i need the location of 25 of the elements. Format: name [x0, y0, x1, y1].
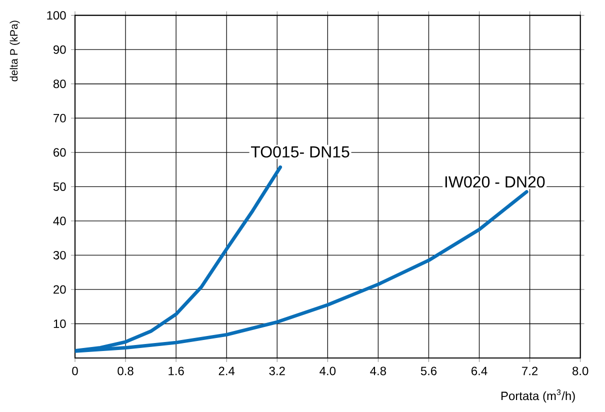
y-axis-title: delta P (kPa)	[10, 20, 20, 82]
x-tick-label: 0	[72, 366, 78, 376]
x-tick-label: 8.0	[572, 366, 588, 376]
y-tick-label: 40	[53, 216, 66, 226]
y-tick-label: 50	[53, 182, 66, 191]
x-tick-label: 5.6	[420, 366, 437, 376]
x-tick-label: 4.0	[320, 366, 336, 376]
y-tick-label: 30	[53, 250, 66, 260]
x-axis-title: Portata (m$^{3}$/h)	[501, 389, 575, 403]
x-tick-label: 0.8	[118, 366, 134, 376]
x-tick-label: 3.2	[269, 366, 285, 376]
x-tick-label: 1.6	[168, 366, 184, 376]
x-tick-label: 2.4	[218, 366, 235, 376]
y-tick-label: 10	[54, 319, 66, 328]
y-tick-label: 20	[54, 285, 66, 294]
y-tick-label: 60	[54, 148, 66, 157]
x-tick-label: 6.4	[472, 366, 488, 376]
series-label: TO015- DN15	[250, 146, 350, 158]
series-label: IW020 - DN20	[445, 176, 545, 188]
y-tick-label: 90	[54, 45, 66, 54]
x-tick-label: 4.8	[370, 366, 386, 376]
y-tick-label: 100	[47, 11, 66, 20]
y-tick-label: 80	[53, 80, 66, 88]
x-tick-label: 7.2	[522, 366, 538, 376]
y-tick-label: 70	[54, 114, 66, 122]
